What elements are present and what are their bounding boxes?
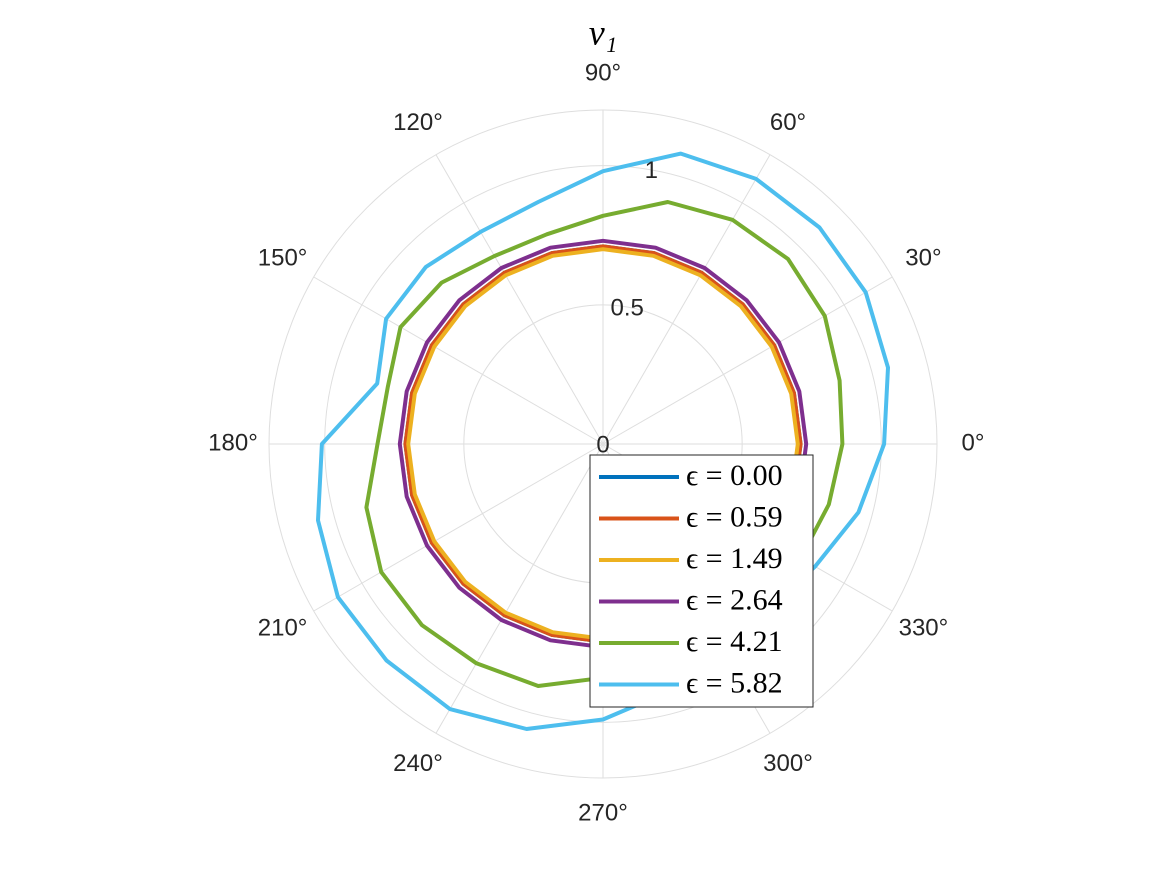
theta-tick-label: 180° — [208, 429, 258, 456]
theta-tick-label: 270° — [578, 799, 628, 826]
theta-tick-label: 90° — [585, 59, 621, 86]
grid-spoke — [602, 276, 893, 445]
theta-tick-label: 30° — [905, 244, 941, 271]
legend-label: ϵ = 0.00 — [686, 459, 783, 492]
theta-tick-label: 120° — [393, 109, 443, 136]
legend-label: ϵ = 5.82 — [686, 666, 783, 699]
grid-spoke — [313, 276, 604, 445]
theta-tick-label: 150° — [258, 244, 308, 271]
theta-tick-label: 210° — [258, 614, 308, 641]
grid-spoke — [435, 443, 604, 734]
theta-tick-label: 300° — [763, 750, 813, 777]
grid-spoke — [435, 154, 604, 445]
legend: ϵ = 0.00 ϵ = 0.59 ϵ = 1.49 ϵ = 2.64 ϵ = 4.21… — [589, 454, 814, 708]
grid-spoke — [313, 443, 604, 612]
r-tick-label: 0 — [596, 431, 609, 458]
r-tick-label: 0.5 — [610, 294, 643, 321]
legend-label: ϵ = 0.59 — [686, 500, 783, 533]
legend-box — [589, 454, 814, 708]
legend-label: ϵ = 2.64 — [686, 583, 783, 616]
theta-tick-label: 240° — [393, 750, 443, 777]
theta-tick-label: 60° — [770, 109, 806, 136]
legend-label: ϵ = 1.49 — [686, 542, 783, 575]
grid-spoke — [602, 154, 771, 445]
theta-tick-label: 330° — [899, 614, 949, 641]
chart-title: v₁ — [589, 12, 618, 52]
r-tick-label: 1 — [645, 157, 658, 184]
theta-tick-label: 0° — [962, 429, 985, 456]
legend-label: ϵ = 4.21 — [686, 625, 783, 658]
